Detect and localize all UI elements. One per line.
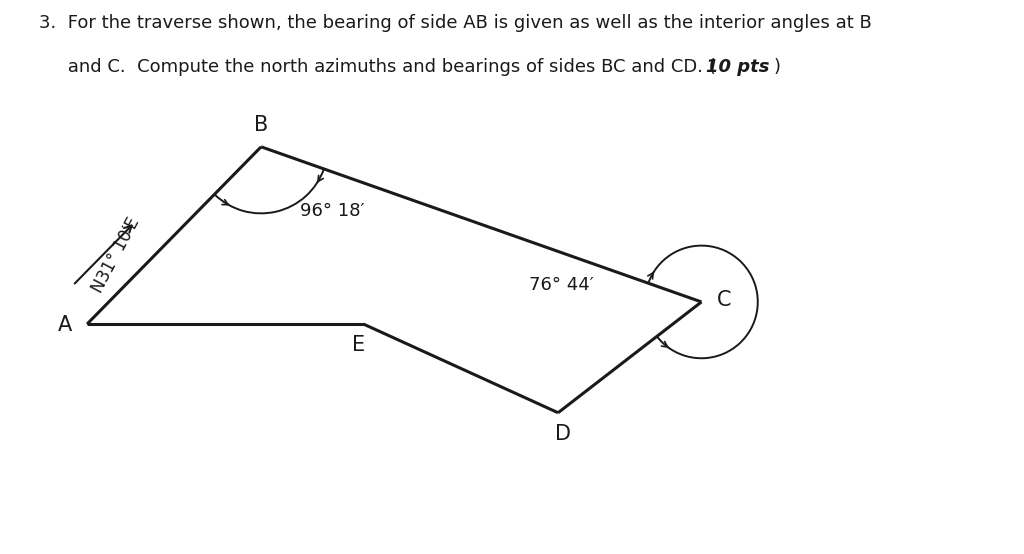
Text: and C.  Compute the north azimuths and bearings of sides BC and CD. (: and C. Compute the north azimuths and be… (39, 58, 716, 76)
Text: 76° 44′: 76° 44′ (529, 276, 594, 294)
Text: A: A (57, 315, 72, 335)
Text: E: E (352, 335, 365, 355)
Text: D: D (555, 424, 571, 444)
Text: ): ) (773, 58, 780, 76)
Text: C: C (717, 290, 731, 310)
Text: 3.  For the traverse shown, the bearing of side AB is given as well as the inter: 3. For the traverse shown, the bearing o… (39, 14, 871, 32)
Text: 10 pts: 10 pts (706, 58, 769, 76)
Text: N31° 10′E: N31° 10′E (89, 214, 143, 296)
Text: 96° 18′: 96° 18′ (300, 202, 365, 220)
Text: B: B (254, 115, 268, 135)
